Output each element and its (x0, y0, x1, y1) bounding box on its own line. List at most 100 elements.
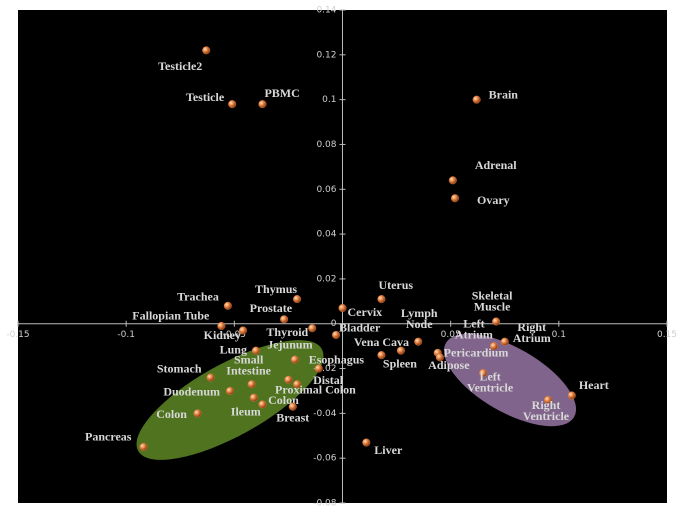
point (448, 176, 457, 185)
point (238, 326, 247, 335)
point-label: Adipose (428, 358, 470, 372)
point (450, 194, 459, 203)
point (567, 391, 576, 400)
point (258, 100, 267, 109)
point-label: Right (532, 398, 561, 412)
point (338, 304, 347, 313)
cluster-ellipse (443, 333, 577, 427)
point-label: Trachea (177, 290, 219, 304)
x-tick-label: -0.1 (117, 330, 135, 340)
point (249, 393, 258, 402)
point-label: Intestine (226, 363, 271, 377)
point-label: Atrium (455, 327, 493, 341)
y-tick-label: 0.02 (316, 274, 336, 284)
point-label: Node (406, 317, 433, 331)
point-label: Lung (220, 342, 247, 356)
y-tick-label: 0.04 (316, 230, 336, 240)
point (217, 321, 226, 330)
point-label: Uterus (378, 278, 413, 292)
point (492, 317, 501, 326)
point (258, 400, 267, 409)
point (479, 369, 488, 378)
point (280, 315, 289, 324)
point (544, 395, 553, 404)
y-tick-label: -0.04 (313, 409, 337, 419)
point-label: Breast (276, 410, 309, 424)
point (414, 337, 423, 346)
point-label: Spleen (383, 356, 417, 370)
point (202, 46, 211, 55)
point (293, 380, 302, 389)
y-tick-label: -0.06 (313, 454, 337, 464)
point-label: Ventricle (467, 380, 514, 394)
point-label: Brain (489, 87, 519, 101)
point-label: Liver (374, 443, 403, 457)
point (435, 353, 444, 362)
point (500, 337, 509, 346)
point-label: Small (234, 352, 264, 366)
point (247, 380, 256, 389)
point (284, 375, 293, 384)
point (226, 386, 235, 395)
point-label: Cervix (348, 305, 383, 319)
point-label: Colon (156, 407, 187, 421)
point-label: Atrium (513, 331, 551, 345)
point-label: Adrenal (475, 158, 517, 172)
x-tick-label: -0.15 (6, 330, 29, 340)
x-tick-label: 0.1 (552, 330, 566, 340)
point-label: Stomach (157, 361, 202, 375)
y-tick-label: 0.06 (316, 185, 336, 195)
y-tick-label: -0.08 (313, 499, 337, 509)
point-label: Thymus (255, 282, 297, 296)
point (396, 346, 405, 355)
point (228, 100, 237, 109)
cluster-ellipse (136, 340, 324, 460)
point (377, 351, 386, 360)
point-label: Testicle2 (158, 59, 202, 73)
point (472, 95, 481, 104)
point-label: Heart (579, 378, 609, 392)
point-label: Distal (313, 373, 344, 387)
x-tick-label: 0.05 (441, 330, 461, 340)
point (223, 301, 232, 310)
point-label: Kidney (204, 328, 241, 342)
y-tick-label: 0.14 (316, 6, 336, 16)
point-label: Lymph (401, 306, 438, 320)
point-label: Esophagus (309, 352, 365, 366)
point (293, 295, 302, 304)
point (362, 438, 371, 447)
point (377, 295, 386, 304)
point (332, 330, 341, 339)
point-label: Ovary (477, 193, 510, 207)
point (314, 364, 323, 373)
point-label: Jejunum (267, 337, 312, 351)
point-label: Fallopian Tube (132, 309, 210, 323)
point (308, 324, 317, 333)
point-label: Skeletal (472, 289, 513, 303)
point-label: Left (463, 316, 484, 330)
y-tick-label: 0.08 (316, 140, 336, 150)
point-label: Right (517, 320, 546, 334)
y-tick-label: -0.02 (313, 364, 336, 374)
axes: -0.15 -0.1 -0.05 0.05 0.1 0.15 -0.08 -0.06 -0.04… (6, 6, 677, 509)
x-tick-label: -0.05 (223, 330, 246, 340)
point-label: Bladder (339, 321, 381, 335)
y-tick-label: 0.1 (322, 95, 336, 105)
point (251, 346, 260, 355)
point (489, 342, 498, 351)
point (193, 409, 202, 418)
point-label: Ileum (231, 404, 261, 418)
point (288, 402, 297, 411)
point (206, 373, 215, 382)
y-tick-label: 0 (331, 319, 337, 329)
point-label: Testicle (186, 90, 225, 104)
point-label: PBMC (264, 86, 299, 100)
point-label: Left (479, 369, 500, 383)
point-label: Duodenum (163, 385, 220, 399)
point-label: Ventricle (523, 409, 570, 423)
point-label: Pancreas (85, 430, 132, 444)
point (290, 355, 299, 364)
point (139, 442, 148, 451)
